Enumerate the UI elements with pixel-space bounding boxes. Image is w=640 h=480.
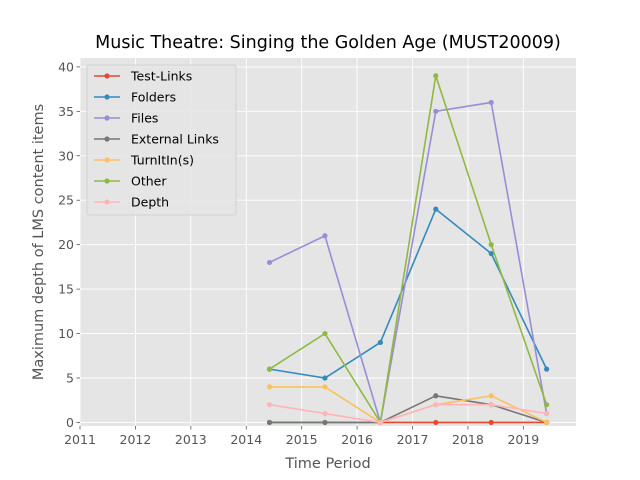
series-point-2-4 bbox=[488, 99, 494, 106]
y-tick-label: 30 bbox=[58, 148, 74, 163]
y-tick-label: 20 bbox=[58, 237, 74, 252]
x-tick-label: 2017 bbox=[397, 432, 429, 447]
chart-title: Music Theatre: Singing the Golden Age (M… bbox=[95, 33, 561, 53]
series-point-5-1 bbox=[322, 330, 328, 337]
series-point-1-5 bbox=[544, 366, 550, 372]
x-tick-label: 2015 bbox=[286, 432, 318, 447]
series-line-3 bbox=[269, 394, 547, 424]
series-point-2-1 bbox=[322, 233, 328, 239]
series-point-0-4 bbox=[488, 419, 494, 426]
series-point-4-0 bbox=[266, 384, 273, 390]
y-tick-label: 5 bbox=[66, 371, 74, 386]
legend-label-4: TurnItIn(s) bbox=[130, 153, 194, 168]
x-tick-label: 2011 bbox=[64, 432, 96, 447]
y-tick-label: 40 bbox=[58, 59, 74, 74]
y-tick-label: 10 bbox=[58, 326, 74, 341]
legend-label-0: Test-Links bbox=[130, 69, 192, 84]
y-tick-label: 15 bbox=[58, 282, 74, 297]
series-line-6 bbox=[269, 403, 547, 424]
legend-label-6: Depth bbox=[131, 195, 169, 210]
x-tick-label: 2013 bbox=[175, 432, 207, 447]
series-point-6-0 bbox=[266, 402, 273, 408]
legend-marker-0 bbox=[104, 73, 110, 79]
y-axis-label: Maximum depth of LMS content items bbox=[31, 104, 47, 380]
series-point-6-2 bbox=[377, 419, 383, 426]
legend-marker-3 bbox=[104, 136, 110, 142]
x-axis-ticks: 2011 2012 2013 2014 2015 2016 2017 2018 2019 bbox=[64, 426, 539, 447]
series-point-0-3 bbox=[433, 419, 439, 426]
legend-box bbox=[86, 64, 237, 216]
series-point-4-5 bbox=[544, 419, 550, 426]
series-point-1-4 bbox=[488, 250, 494, 257]
legend: Test-Links Folders Files External Links Turn… bbox=[86, 64, 237, 216]
series-point-1-2 bbox=[377, 339, 383, 346]
series-point-2-3 bbox=[433, 108, 439, 114]
series-point-1-1 bbox=[322, 375, 328, 381]
series-point-5-4 bbox=[488, 242, 494, 248]
series-point-6-1 bbox=[322, 410, 328, 417]
series-point-3-0 bbox=[266, 419, 273, 426]
series-point-4-1 bbox=[322, 384, 328, 390]
legend-label-1: Folders bbox=[131, 90, 176, 105]
series-point-2-0 bbox=[266, 259, 273, 266]
series-point-4-4 bbox=[488, 393, 494, 399]
legend-marker-5 bbox=[104, 178, 110, 184]
legend-marker-4 bbox=[104, 157, 110, 163]
series-point-6-4 bbox=[488, 402, 494, 408]
series-point-6-5 bbox=[544, 410, 550, 417]
y-tick-label: 0 bbox=[66, 415, 74, 430]
legend-marker-6 bbox=[104, 199, 110, 205]
x-tick-label: 2012 bbox=[120, 432, 152, 447]
x-axis-label: Time Period bbox=[284, 456, 370, 472]
series-line-2 bbox=[269, 101, 548, 423]
series-point-3-1 bbox=[322, 419, 328, 426]
y-axis-ticks: 0 5 10 15 20 25 30 35 40 bbox=[58, 59, 80, 430]
x-tick-label: 2016 bbox=[341, 432, 373, 447]
legend-marker-1 bbox=[104, 94, 110, 100]
series-point-5-0 bbox=[266, 366, 273, 372]
y-tick-label: 35 bbox=[58, 104, 74, 119]
legend-label-3: External Links bbox=[131, 132, 219, 147]
series-point-5-5 bbox=[544, 402, 550, 408]
y-tick-label: 25 bbox=[58, 193, 74, 208]
series-line-5 bbox=[269, 75, 548, 425]
x-tick-label: 2014 bbox=[230, 432, 262, 447]
legend-label-5: Other bbox=[131, 174, 167, 189]
series-point-3-3 bbox=[433, 393, 439, 399]
legend-label-2: Files bbox=[131, 111, 158, 126]
x-tick-label: 2019 bbox=[507, 432, 539, 447]
series-point-6-3 bbox=[433, 402, 439, 408]
x-tick-label: 2018 bbox=[452, 432, 484, 447]
series-point-1-3 bbox=[433, 206, 439, 212]
legend-marker-2 bbox=[104, 115, 110, 121]
series-point-5-3 bbox=[433, 73, 439, 79]
series-group bbox=[266, 73, 550, 426]
